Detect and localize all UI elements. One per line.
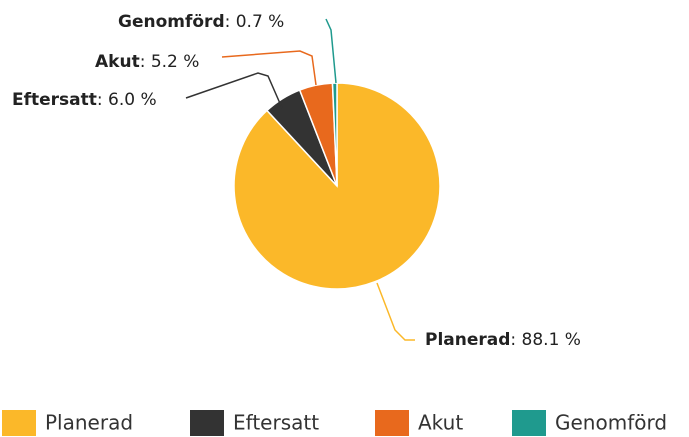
data-label-name: Akut: [95, 52, 140, 72]
pie-slice: [331, 82, 338, 187]
data-label-value: : 6.0 %: [97, 90, 157, 110]
data-label: Akut: 5.2 %: [95, 52, 199, 72]
legend-label: Eftersatt: [233, 411, 319, 435]
legend-label: Planerad: [45, 411, 133, 435]
legend-label: Genomförd: [555, 411, 667, 435]
legend-swatch: [2, 410, 36, 436]
data-label-name: Eftersatt: [12, 90, 97, 110]
data-label: Planerad: 88.1 %: [425, 330, 581, 350]
data-label-value: : 0.7 %: [225, 12, 285, 32]
legend-swatch: [190, 410, 224, 436]
data-label-name: Genomförd: [118, 12, 225, 32]
data-label-value: : 88.1 %: [510, 330, 581, 350]
data-label-name: Planerad: [425, 330, 510, 350]
data-label: Eftersatt: 6.0 %: [12, 90, 157, 110]
pie-slice: [233, 82, 441, 290]
legend-swatch: [375, 410, 409, 436]
legend-label: Akut: [418, 411, 463, 435]
leader-line: [376, 282, 415, 341]
leader-line: [325, 18, 337, 84]
leader-line: [185, 72, 283, 109]
legend-swatch: [512, 410, 546, 436]
data-label-value: : 5.2 %: [140, 52, 200, 72]
leader-line: [221, 50, 317, 86]
data-label: Genomförd: 0.7 %: [118, 12, 284, 32]
